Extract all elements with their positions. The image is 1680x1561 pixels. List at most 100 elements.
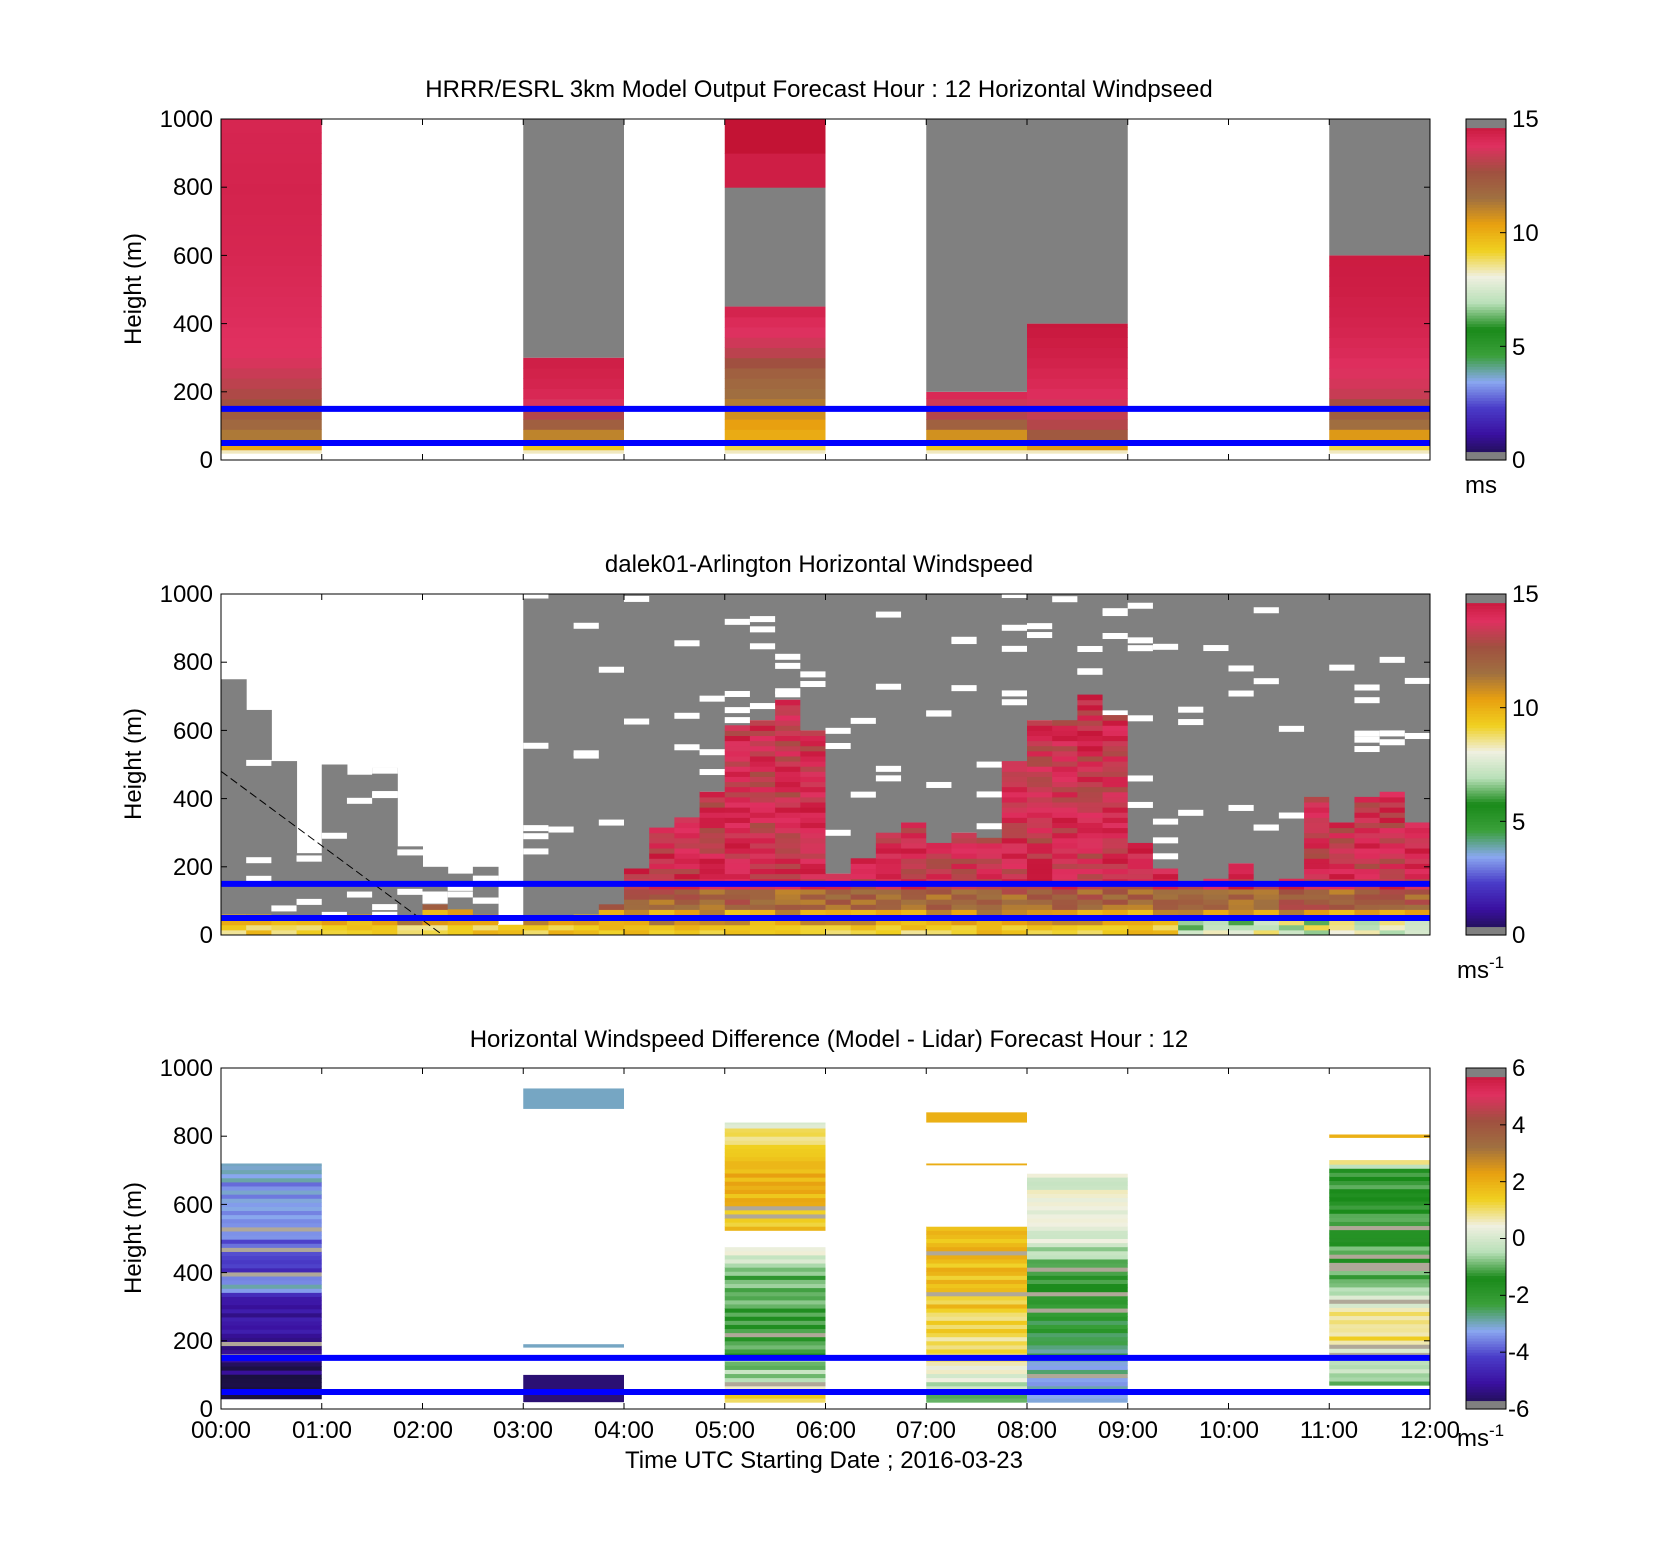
data-cell <box>1001 909 1028 916</box>
colorbar-tick-label: 15 <box>1512 106 1539 133</box>
data-cell <box>775 904 801 910</box>
data-cell <box>1329 347 1430 359</box>
data-cell <box>775 715 801 721</box>
gap-cell <box>523 592 549 599</box>
colorbar-swatch <box>1466 889 1506 893</box>
data-cell <box>1052 863 1078 870</box>
data-cell <box>221 1214 322 1220</box>
data-cell <box>498 924 524 931</box>
data-cell <box>724 725 751 731</box>
gap-cell <box>1001 690 1028 697</box>
data-cell <box>1329 1209 1430 1214</box>
data-cell <box>724 316 826 328</box>
data-cell <box>749 796 776 803</box>
colorbar-swatch <box>1466 1323 1506 1328</box>
y-tick-label: 600 <box>173 243 213 270</box>
data-cell <box>1379 904 1406 910</box>
y-tick-label: 1000 <box>160 581 213 608</box>
data-cell <box>1001 873 1028 880</box>
data-cell <box>1379 853 1406 859</box>
data-cell <box>926 1213 1027 1219</box>
colorbar-swatch <box>1466 755 1506 760</box>
data-cell <box>1203 929 1229 936</box>
data-cell <box>926 868 952 875</box>
data-cell <box>1178 894 1204 900</box>
data-cell <box>875 888 902 895</box>
data-cell <box>875 868 902 875</box>
data-cell <box>372 929 398 936</box>
colorbar-swatch <box>1466 232 1506 237</box>
colorbar-swatch <box>1466 1406 1506 1410</box>
data-cell <box>724 832 751 839</box>
colorbar-swatch <box>1466 175 1506 180</box>
data-cell <box>1052 771 1078 777</box>
colorbar-swatch <box>1466 701 1506 706</box>
data-cell <box>1027 1218 1128 1223</box>
colorbar-swatch <box>1466 767 1506 771</box>
data-cell <box>1379 791 1406 798</box>
colorbar-swatch <box>1466 340 1506 345</box>
data-cell <box>221 173 322 185</box>
data-cell <box>724 1238 826 1244</box>
data-cell <box>221 1321 322 1326</box>
model-output-panel: HRRR/ESRL 3km Model Output Forecast Hour… <box>120 76 1539 499</box>
colorbar-swatch <box>1466 881 1506 885</box>
data-cell <box>1354 904 1381 910</box>
data-cell <box>1027 894 1053 900</box>
data-cell <box>1152 894 1179 900</box>
colorbar-swatch <box>1466 408 1506 413</box>
data-cell <box>1001 791 1028 798</box>
colorbar-swatch <box>1466 787 1506 791</box>
colorbar-swatch <box>1466 861 1506 865</box>
data-cell <box>1027 776 1053 783</box>
data-cell <box>1027 745 1053 752</box>
colorbar-swatch <box>1466 221 1506 225</box>
data-cell <box>901 873 927 880</box>
colorbar-swatch <box>1466 215 1506 220</box>
data-cell <box>926 1279 1027 1285</box>
data-cell <box>1027 786 1053 793</box>
missing-block <box>1027 119 1128 324</box>
data-cell <box>1102 817 1129 823</box>
colorbar-swatch <box>1466 371 1506 376</box>
data-cell <box>926 1242 1027 1248</box>
data-cell <box>926 1381 1027 1387</box>
missing-block <box>624 594 650 871</box>
data-cell <box>1278 919 1305 926</box>
data-cell <box>800 858 826 864</box>
data-cell <box>1404 848 1431 854</box>
data-cell <box>1052 919 1078 926</box>
data-cell <box>1027 730 1053 737</box>
data-cell <box>901 924 927 931</box>
gap-cell <box>1027 632 1053 639</box>
data-cell <box>951 888 978 895</box>
data-cell <box>724 337 826 348</box>
data-cell <box>1001 888 1028 895</box>
data-cell <box>624 894 650 900</box>
data-cell <box>1052 873 1078 880</box>
data-cell <box>1001 781 1028 788</box>
data-cell <box>1329 1352 1430 1357</box>
colorbar-swatch <box>1466 883 1506 888</box>
data-cell <box>951 873 978 880</box>
data-cell <box>1077 822 1104 829</box>
data-cell <box>221 1235 322 1240</box>
y-tick-label: 800 <box>173 174 213 201</box>
data-cell <box>775 786 801 793</box>
colorbar-swatch <box>1466 1121 1506 1126</box>
y-tick-label: 200 <box>173 379 213 406</box>
data-cell <box>699 802 726 808</box>
data-cell <box>346 919 373 926</box>
data-cell <box>1052 827 1078 834</box>
data-cell <box>1329 1229 1430 1235</box>
colorbar-swatch <box>1466 682 1506 686</box>
colorbar-swatch <box>1466 425 1506 430</box>
data-cell <box>1178 909 1204 916</box>
data-cell <box>1027 812 1053 818</box>
colorbar-swatch <box>1466 1241 1506 1245</box>
data-cell <box>976 888 1003 895</box>
data-cell <box>951 848 978 854</box>
colorbar-swatch <box>1466 687 1506 692</box>
data-cell <box>1329 1205 1430 1210</box>
